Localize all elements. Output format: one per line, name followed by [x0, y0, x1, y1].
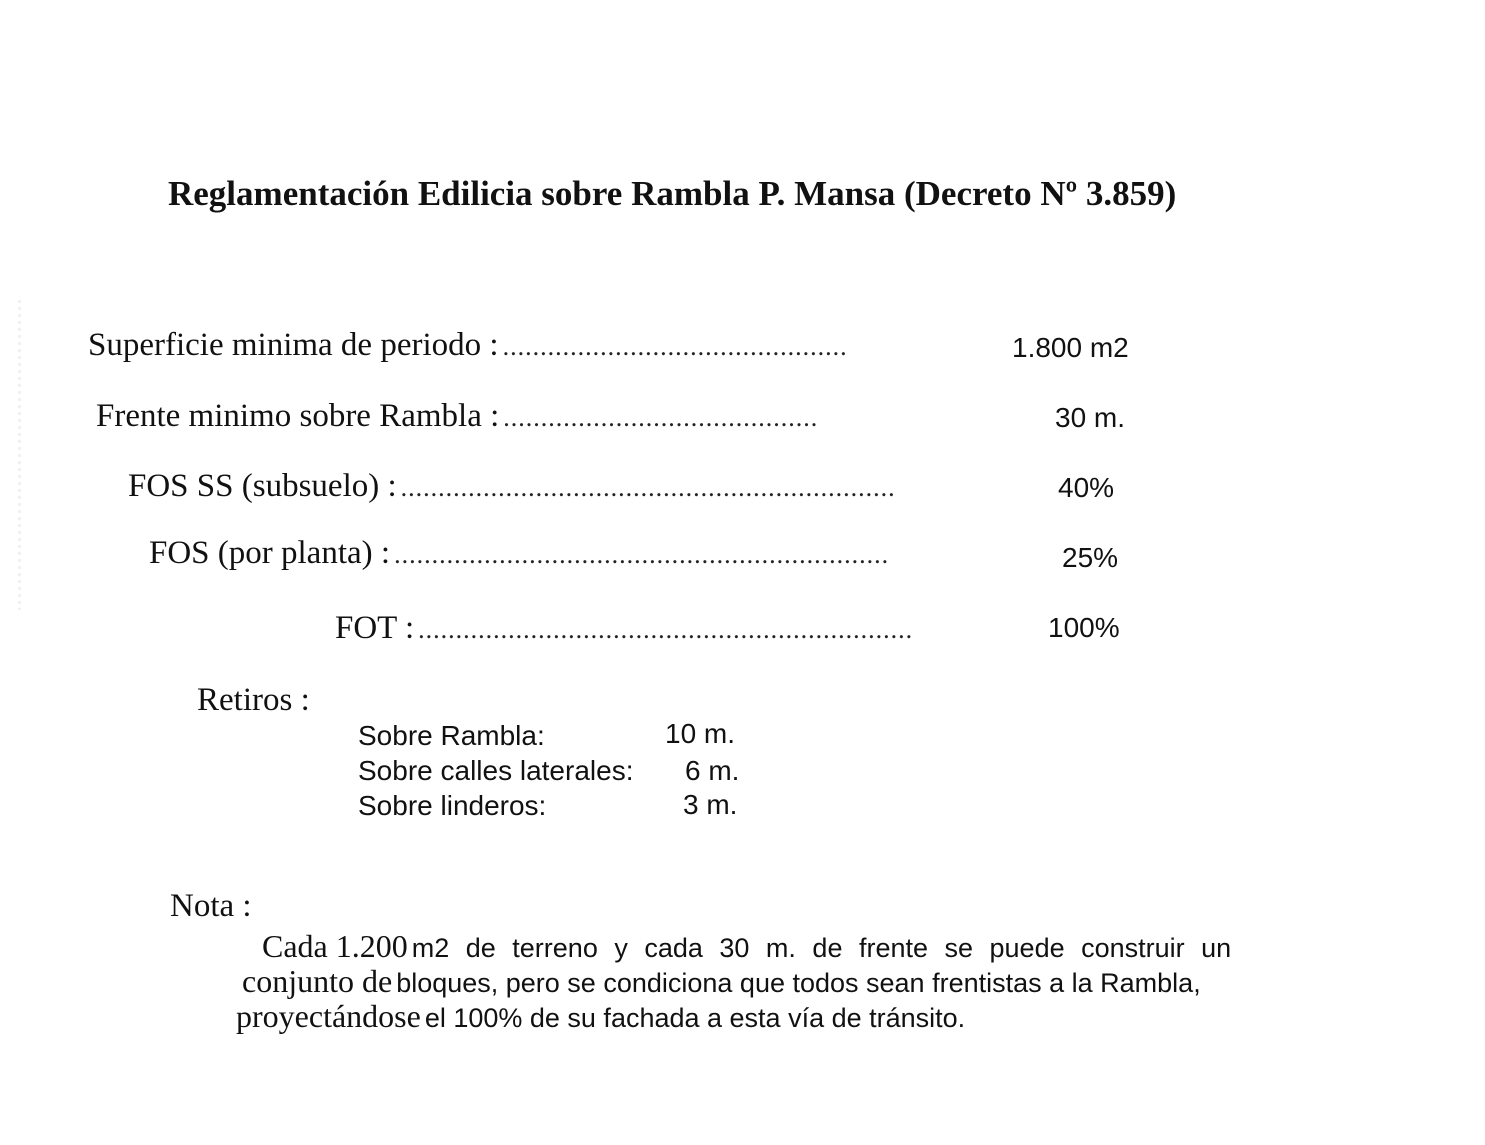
item-value-fos-ss: 40%: [1058, 472, 1115, 503]
item-label: Superficie minima de periodo :: [88, 327, 499, 363]
item-value-frente: 30 m.: [1055, 402, 1126, 433]
item-row-fos-ss: FOS SS (subsuelo) : ....................…: [128, 468, 896, 505]
retiro-value: 10 m.: [665, 718, 736, 749]
item-row-superficie: Superficie minima de periodo : .........…: [88, 327, 848, 364]
item-label: FOS SS (subsuelo) :: [128, 468, 397, 504]
nota-text-sans: m2 de terreno y cada 30 m. de frente se …: [411, 933, 1232, 963]
page-title: Reglamentación Edilicia sobre Rambla P. …: [168, 174, 1177, 213]
nota-heading: Nota :: [170, 888, 252, 924]
item-row-frente: Frente minimo sobre Rambla : ...........…: [96, 398, 818, 435]
item-row-fos-planta: FOS (por planta) : .....................…: [149, 535, 889, 572]
item-value-fos-planta: 25%: [1062, 542, 1119, 573]
item-leader-dots: ........................................…: [502, 332, 848, 361]
item-label: FOT :: [335, 610, 415, 646]
nota-line: Cada 1.200 m2 de terreno y cada 30 m. de…: [262, 928, 1231, 965]
nota-text-sans: el 100% de su fachada a esta vía de trán…: [424, 1003, 966, 1033]
retiro-label: Sobre calles laterales:: [358, 755, 634, 786]
nota-line: proyectándose el 100% de su fachada a es…: [236, 998, 965, 1035]
item-value-fot: 100%: [1048, 612, 1120, 643]
retiros-heading: Retiros :: [197, 682, 310, 718]
retiro-value: 6 m.: [685, 755, 740, 786]
scan-artifact: [18, 300, 21, 610]
retiro-value: 3 m.: [683, 789, 738, 820]
item-row-fot: FOT : ..................................…: [335, 610, 913, 647]
nota-text-sans: bloques, pero se condiciona que todos se…: [396, 968, 1201, 998]
nota-line: conjunto de bloques, pero se condiciona …: [242, 963, 1201, 1000]
nota-text-serif: proyectándose: [236, 998, 421, 1034]
item-value-superficie: 1.800 m2: [1012, 332, 1129, 363]
item-label: Frente minimo sobre Rambla :: [96, 398, 500, 434]
nota-text-serif: conjunto de: [242, 963, 393, 999]
nota-text-serif: Cada 1.200: [262, 928, 408, 964]
item-leader-dots: ........................................…: [400, 473, 896, 502]
item-label: FOS (por planta) :: [149, 535, 391, 571]
item-leader-dots: ........................................…: [503, 403, 819, 432]
item-leader-dots: ........................................…: [418, 615, 914, 644]
retiro-label: Sobre linderos:: [358, 790, 547, 821]
retiro-label: Sobre Rambla:: [358, 720, 545, 751]
item-leader-dots: ........................................…: [394, 540, 890, 569]
